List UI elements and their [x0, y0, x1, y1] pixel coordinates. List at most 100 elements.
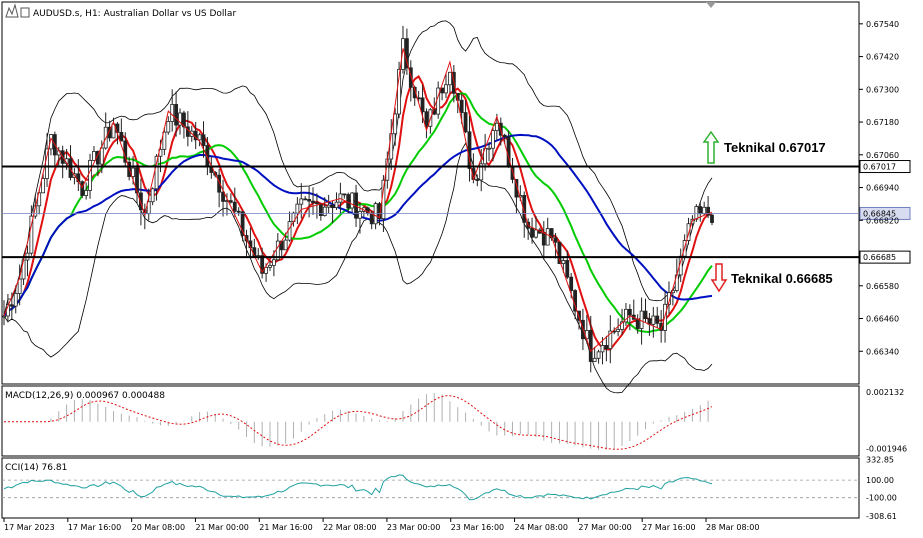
candle-body [408, 67, 413, 88]
candle-body [596, 351, 601, 359]
candle-body [322, 206, 327, 217]
price-tick-label: 0.67300 [866, 85, 899, 94]
candle-body [369, 212, 374, 225]
candle-body [604, 345, 609, 350]
candle-body [240, 211, 245, 236]
time-axis: 17 Mar 2023 17 Mar 16:00 20 Mar 08:00 21 Ma… [3, 518, 759, 532]
candle-body [334, 201, 339, 209]
candle-body [588, 330, 593, 362]
candle-body [358, 211, 362, 219]
candle-body [698, 206, 703, 215]
chart-icon-box [20, 7, 30, 18]
time-tick-label: 17 Mar 16:00 [68, 523, 121, 532]
candle-body [41, 178, 46, 194]
cci-pane [1, 457, 860, 519]
cci-tick-label: 332.85 [866, 456, 894, 465]
macd-label: MACD(12,26,9) 0.000967 0.000488 [5, 391, 165, 401]
candle-body [491, 130, 495, 149]
candle-body [479, 163, 484, 181]
candle-body [608, 330, 613, 350]
candle-body [553, 237, 558, 243]
zigzag-line [3, 48, 713, 353]
candle-body [201, 134, 206, 146]
current-price-tag: 0.66845 [863, 209, 896, 218]
candle-body [534, 229, 538, 238]
level-up-annotation: Teknikal 0.67017 [702, 130, 826, 164]
price-tick-label: 0.66580 [866, 282, 899, 291]
candle-body [530, 227, 534, 238]
scroll-marker-icon[interactable] [706, 2, 716, 8]
candle-body [600, 345, 605, 353]
candle-body [299, 198, 304, 205]
candle-body [694, 206, 699, 220]
candle-body [592, 357, 597, 362]
candle-body [706, 206, 710, 216]
cci-line [3, 474, 713, 501]
candle-body [139, 192, 143, 211]
candle-body [659, 322, 664, 331]
level-tag-1: 0.66685 [863, 253, 896, 262]
down-arrow-icon [710, 263, 728, 293]
candle-body [557, 241, 562, 264]
candle-body [232, 201, 237, 212]
candle-body [565, 260, 570, 278]
candle-body [412, 86, 417, 99]
candle-body [307, 199, 312, 202]
price-tick-label: 0.66460 [866, 315, 899, 324]
candle-body [651, 315, 656, 325]
candle-body [635, 319, 640, 329]
macd-signal-line [4, 395, 713, 450]
candle-body [68, 158, 73, 178]
candle-body [268, 264, 272, 268]
cci-tick-label: -100.00 [866, 494, 897, 503]
level-down-annotation: Teknikal 0.66685 [710, 263, 833, 293]
candle-body [561, 260, 566, 264]
candle-body [221, 191, 225, 202]
cci-label: CCI(14) 76.81 [5, 463, 67, 473]
candle-body [154, 155, 159, 190]
bollinger-upper-line [3, 20, 713, 317]
candle-body [541, 232, 546, 246]
bollinger-lower-line [3, 142, 713, 394]
candle-body [444, 84, 448, 94]
chart-title: AUDUSD.s, H1: Australian Dollar vs US Do… [33, 9, 236, 19]
level-tag-box-0 [859, 160, 911, 174]
candle-body [228, 200, 233, 203]
candle-body [639, 310, 644, 329]
candle-body [487, 147, 491, 150]
candle-body [88, 159, 92, 191]
price-tick-label: 0.66340 [866, 347, 899, 356]
candle-body [311, 200, 315, 204]
candle-body [264, 266, 268, 274]
candle-body [150, 188, 155, 203]
candle-body [397, 68, 401, 115]
macd-tick-label: -0.001946 [866, 445, 907, 454]
up-arrow-icon [702, 130, 720, 164]
candle-body [494, 122, 499, 132]
ma-mid-line [3, 92, 713, 334]
candle-body [131, 167, 135, 177]
current-price-box [859, 206, 911, 220]
macd-plot: 0.002132 -0.001946 [4, 388, 907, 454]
candle-body [350, 192, 355, 209]
time-tick-label: 28 Mar 08:00 [706, 523, 759, 532]
candle-body [99, 147, 104, 165]
candle-body [569, 276, 574, 291]
candle-body [710, 214, 714, 223]
chart-icon [5, 3, 19, 18]
candle-body [670, 290, 675, 294]
candle-body [702, 206, 707, 215]
candle-body [655, 315, 660, 324]
time-tick-label: 20 Mar 08:00 [132, 523, 185, 532]
time-tick-label: 22 Mar 08:00 [323, 523, 376, 532]
bollinger-bands [3, 20, 713, 394]
candle-body [545, 228, 550, 246]
time-tick-label: 23 Mar 00:00 [387, 523, 440, 532]
candle-body [2, 315, 6, 318]
price-tick-label: 0.66940 [866, 184, 899, 193]
candle-body [404, 38, 409, 69]
candle-body [166, 121, 171, 133]
candle-body [170, 104, 175, 122]
candle-body [459, 99, 464, 113]
candle-body [178, 112, 182, 126]
